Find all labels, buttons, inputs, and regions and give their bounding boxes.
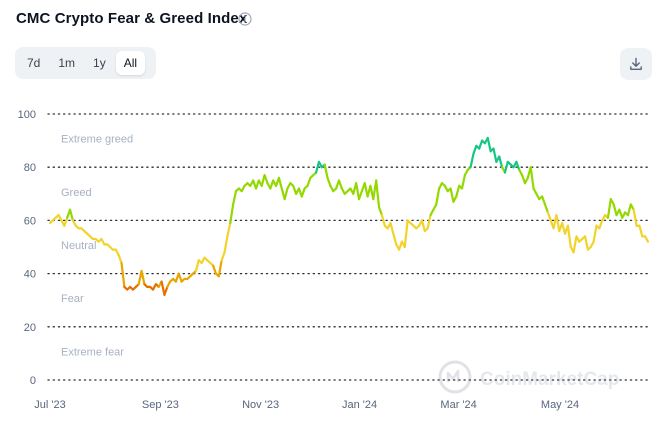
line-segment bbox=[63, 216, 69, 227]
x-tick-label: Nov '23 bbox=[242, 399, 279, 411]
line-segment bbox=[263, 174, 269, 185]
y-tick-label: 40 bbox=[24, 269, 36, 281]
download-button[interactable] bbox=[620, 48, 652, 80]
line-segment bbox=[277, 176, 283, 190]
line-segment bbox=[117, 253, 123, 265]
line-segment bbox=[326, 176, 332, 187]
index-line bbox=[48, 136, 650, 296]
line-segment bbox=[572, 235, 578, 254]
line-segment bbox=[435, 187, 441, 206]
x-tick-label: Mar '24 bbox=[440, 399, 476, 411]
watermark-logo-icon bbox=[438, 360, 472, 394]
line-segment bbox=[283, 187, 289, 201]
line-segment bbox=[337, 179, 343, 190]
line-segment bbox=[140, 269, 146, 286]
line-segment bbox=[612, 203, 618, 217]
line-segment bbox=[638, 224, 644, 238]
line-segment bbox=[223, 235, 229, 254]
zone-labels: Extreme greed Greed Neutral Fear Extreme fea… bbox=[61, 134, 133, 359]
grid-lines bbox=[47, 113, 651, 381]
line-segment bbox=[492, 147, 498, 163]
line-segment bbox=[546, 211, 552, 222]
line-segment bbox=[486, 136, 492, 153]
line-segment bbox=[592, 224, 598, 243]
range-tab-7d[interactable]: 7d bbox=[27, 56, 41, 70]
line-segment bbox=[555, 213, 561, 233]
line-segment bbox=[392, 232, 398, 246]
x-axis-ticks: Jul '23 Sep '23 Nov '23 Jan '24 Mar '24 May '… bbox=[34, 399, 579, 411]
x-tick-label: Sep '23 bbox=[142, 399, 179, 411]
zone-label: Extreme fear bbox=[61, 346, 124, 358]
line-segment bbox=[194, 259, 200, 273]
line-segment bbox=[632, 208, 638, 227]
range-tab-all[interactable]: All bbox=[115, 51, 146, 75]
line-segment bbox=[455, 184, 461, 198]
zone-label: Neutral bbox=[61, 240, 96, 252]
line-segment bbox=[426, 213, 432, 230]
watermark-text: CoinMarketCap bbox=[480, 369, 619, 390]
line-segment bbox=[211, 264, 218, 275]
line-segment bbox=[355, 182, 361, 201]
y-tick-label: 0 bbox=[30, 375, 36, 387]
line-segment bbox=[606, 198, 612, 219]
x-tick-label: May '24 bbox=[541, 399, 579, 411]
line-segment bbox=[472, 144, 478, 155]
range-tab-1m[interactable]: 1m bbox=[58, 56, 76, 70]
line-segment bbox=[375, 179, 381, 209]
y-tick-label: 100 bbox=[18, 109, 36, 121]
line-segment bbox=[163, 285, 169, 296]
line-segment bbox=[377, 206, 383, 217]
line-segment bbox=[420, 219, 426, 233]
line-segment bbox=[229, 203, 235, 225]
line-segment bbox=[160, 280, 166, 296]
line-segment bbox=[120, 261, 126, 288]
line-segment bbox=[449, 187, 455, 203]
line-segment bbox=[315, 160, 321, 174]
x-tick-label: Jan '24 bbox=[342, 399, 377, 411]
line-segment bbox=[598, 219, 604, 230]
line-segment bbox=[323, 163, 329, 179]
watermark: CoinMarketCap bbox=[438, 360, 619, 394]
line-segment bbox=[68, 208, 74, 222]
download-icon bbox=[630, 57, 642, 70]
line-segment bbox=[389, 221, 395, 235]
line-segment bbox=[529, 166, 535, 190]
y-tick-label: 80 bbox=[24, 162, 36, 174]
line-segment bbox=[226, 221, 232, 238]
line-segment bbox=[217, 259, 223, 278]
line-segment bbox=[403, 219, 409, 249]
line-segment bbox=[232, 190, 238, 206]
line-segment bbox=[626, 203, 632, 217]
line-segment bbox=[220, 251, 226, 262]
line-segment bbox=[460, 174, 466, 190]
range-tab-1y[interactable]: 1y bbox=[93, 56, 106, 70]
line-segment bbox=[498, 155, 504, 169]
line-segment bbox=[566, 224, 572, 249]
zone-label: Fear bbox=[61, 293, 84, 305]
line-segment bbox=[541, 195, 547, 206]
line-segment bbox=[583, 235, 590, 251]
y-tick-label: 60 bbox=[24, 215, 36, 227]
line-segment bbox=[503, 160, 509, 174]
line-segment bbox=[177, 272, 183, 283]
y-tick-label: 20 bbox=[24, 322, 36, 334]
range-selector: 7d 1m 1y All bbox=[15, 47, 156, 79]
line-segment bbox=[380, 213, 386, 227]
line-segment bbox=[357, 190, 363, 201]
y-axis-ticks: 0 20 40 60 80 100 bbox=[18, 109, 36, 387]
x-tick-label: Jul '23 bbox=[34, 399, 65, 411]
line-segment bbox=[543, 203, 549, 214]
info-icon[interactable] bbox=[238, 12, 252, 26]
line-segment bbox=[515, 160, 521, 171]
zone-label: Greed bbox=[61, 187, 92, 199]
line-segment bbox=[469, 152, 475, 169]
line-segment bbox=[644, 235, 650, 243]
page-title: CMC Crypto Fear & Greed Index bbox=[16, 10, 248, 27]
line-segment bbox=[300, 187, 306, 198]
zone-label: Extreme greed bbox=[61, 134, 133, 146]
line-segment bbox=[306, 176, 312, 187]
line-segment bbox=[478, 139, 484, 150]
